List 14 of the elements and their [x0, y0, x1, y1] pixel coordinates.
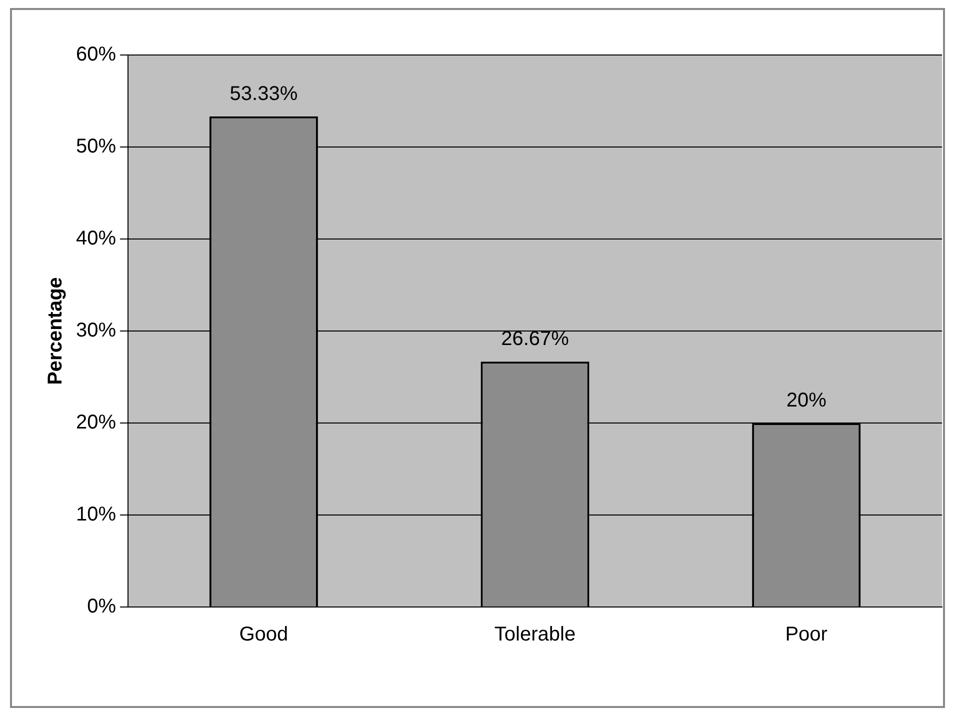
y-axis-title: Percentage	[44, 277, 67, 385]
y-tick-label: 0%	[87, 596, 116, 618]
y-tick-label: 50%	[76, 136, 116, 158]
data-label: 20%	[786, 390, 827, 412]
x-tick-label: Good	[239, 624, 288, 646]
y-tick-label: 20%	[76, 412, 116, 434]
data-label: 53.33%	[230, 82, 298, 105]
y-tick-label: 40%	[76, 228, 116, 250]
y-tick-label: 60%	[76, 44, 116, 66]
data-label: 26.67%	[501, 328, 570, 350]
x-tick-label: Tolerable	[494, 624, 576, 646]
x-tick-label: Poor	[785, 624, 828, 646]
y-tick-label: 30%	[76, 320, 116, 342]
y-tick-label: 10%	[76, 504, 116, 526]
